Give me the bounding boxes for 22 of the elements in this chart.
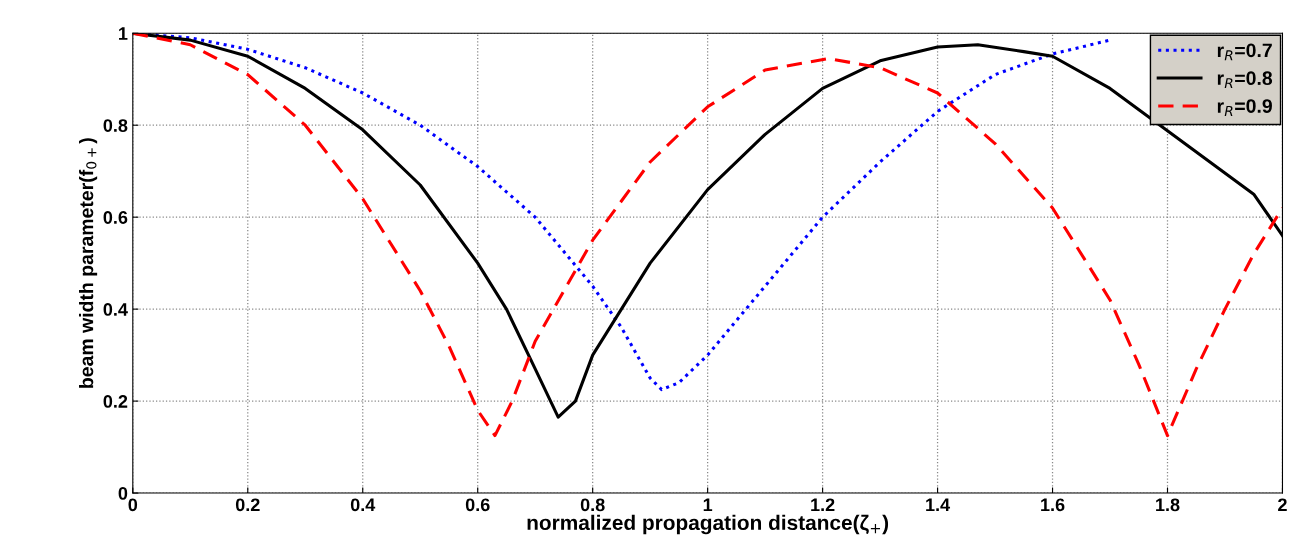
y-axis-title: beam width parameter(f$_{0+}$): [79, 138, 98, 388]
y-tick-label: 0: [118, 486, 128, 500]
legend-label: r$_{R}$=0.8: [1217, 71, 1273, 89]
x-tick-label: 2: [1278, 498, 1287, 512]
legend-label: r$_{R}$=0.7: [1217, 43, 1272, 61]
x-axis-title: normalized propagation distance(ζ$_{+}$): [527, 514, 889, 535]
x-tick-label: 0.4: [350, 498, 376, 512]
x-tick-label: 1.4: [926, 498, 951, 512]
x-tick-label: 0: [128, 498, 138, 512]
x-tick-label: 0.8: [580, 498, 605, 512]
x-tick-label: 1.2: [811, 498, 835, 512]
x-tick-label: 1.6: [1041, 498, 1065, 512]
y-tick-label: 0.8: [103, 119, 128, 132]
y-tick-label: 1: [119, 27, 128, 40]
x-tick-label: 0.2: [235, 498, 260, 512]
x-tick-label: 0.6: [465, 498, 490, 512]
legend-label: r$_{R}$=0.9: [1217, 99, 1272, 116]
y-tick-label: 0.4: [103, 303, 128, 316]
x-tick-label: 1.8: [1156, 498, 1180, 512]
y-tick-label: 0.2: [103, 395, 128, 408]
x-tick-label: 1: [703, 498, 713, 512]
y-tick-label: 0.6: [103, 211, 128, 224]
